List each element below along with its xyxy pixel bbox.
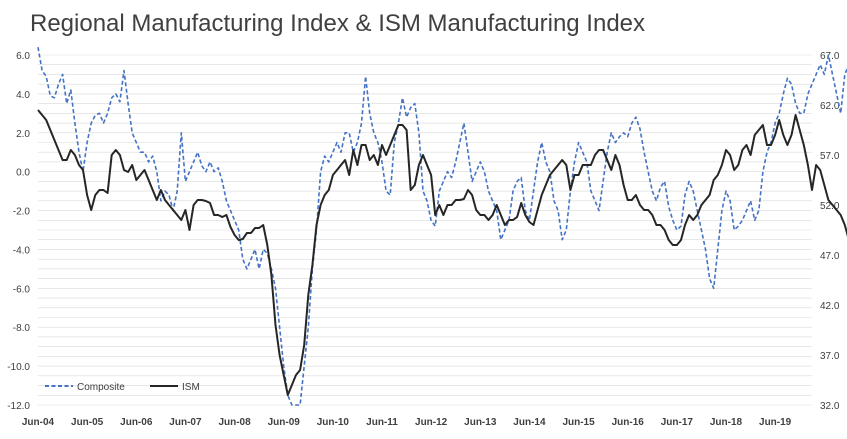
series-line-ism <box>37 109 847 396</box>
x-tick-label: Jun-07 <box>169 417 202 428</box>
x-tick-label: Jun-16 <box>612 417 645 428</box>
y-right-tick-label: 37.0 <box>820 351 840 362</box>
gridlines <box>38 54 812 406</box>
x-tick-label: Jun-13 <box>464 417 497 428</box>
x-tick-label: Jun-14 <box>513 417 546 428</box>
y-right-tick-label: 52.0 <box>820 201 840 212</box>
x-tick-label: Jun-09 <box>268 417 301 428</box>
x-tick-label: Jun-12 <box>415 417 448 428</box>
y-left-tick-label: -2.0 <box>13 207 31 218</box>
y-right-tick-label: 47.0 <box>820 251 840 262</box>
x-tick-label: Jun-15 <box>562 417 595 428</box>
legend: Composite ISM <box>45 382 200 393</box>
y-right-tick-label: 42.0 <box>820 301 840 312</box>
legend-label: Composite <box>77 382 125 393</box>
y-left-tick-label: 0.0 <box>16 168 30 179</box>
x-tick-label: Jun-05 <box>71 417 104 428</box>
y-left-tick-label: 6.0 <box>16 51 30 62</box>
y-left-tick-label: -12.0 <box>7 401 30 412</box>
x-tick-label: Jun-08 <box>218 417 251 428</box>
y-right-tick-label: 32.0 <box>820 401 840 412</box>
y-right-tick-label: 62.0 <box>820 101 840 112</box>
chart-title: Regional Manufacturing Index & ISM Manuf… <box>30 10 646 37</box>
y-right-tick-label: 67.0 <box>820 51 840 62</box>
y-right-tick-label: 57.0 <box>820 151 840 162</box>
x-tick-label: Jun-18 <box>710 417 743 428</box>
x-tick-label: Jun-11 <box>366 417 398 428</box>
x-tick-label: Jun-04 <box>22 417 55 428</box>
y-left-tick-label: -8.0 <box>13 323 31 334</box>
legend-label: ISM <box>182 382 200 393</box>
y-left-tick-label: -4.0 <box>13 245 31 256</box>
x-tick-label: Jun-19 <box>759 417 792 428</box>
x-tick-label: Jun-10 <box>317 417 350 428</box>
series-line-composite <box>37 47 847 406</box>
y-left-tick-label: 4.0 <box>16 90 30 101</box>
y-left-tick-label: 2.0 <box>16 129 30 140</box>
x-tick-label: Jun-17 <box>661 417 694 428</box>
x-tick-label: Jun-06 <box>120 417 153 428</box>
y-left-tick-label: -10.0 <box>7 362 30 373</box>
y-left-tick-label: -6.0 <box>13 284 31 295</box>
